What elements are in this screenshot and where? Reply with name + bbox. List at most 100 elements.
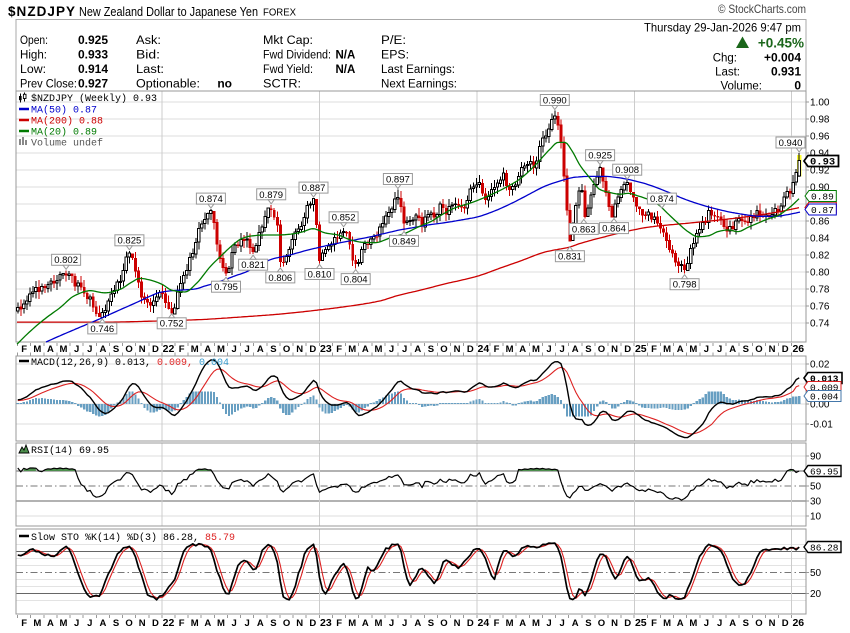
svg-text:High:: High: — [20, 50, 47, 62]
svg-text:M: M — [506, 344, 514, 355]
svg-text:O: O — [755, 618, 762, 629]
svg-text:0.90: 0.90 — [810, 183, 830, 194]
svg-text:SCTR:: SCTR: — [263, 79, 301, 91]
svg-text:F: F — [651, 618, 657, 629]
svg-text:S: S — [585, 618, 591, 629]
svg-text:Volume:: Volume: — [720, 81, 762, 93]
svg-text:M: M — [60, 344, 68, 355]
svg-text:0.86: 0.86 — [810, 217, 830, 228]
svg-text:M: M — [191, 344, 199, 355]
svg-text:J: J — [231, 344, 236, 355]
svg-text:86.28: 86.28 — [810, 542, 839, 553]
svg-text:M: M — [506, 618, 514, 629]
svg-text:D: D — [152, 618, 159, 629]
svg-text:J: J — [402, 618, 407, 629]
svg-text:N: N — [611, 618, 618, 629]
svg-text:A: A — [99, 618, 106, 629]
svg-text:0.864: 0.864 — [602, 224, 626, 235]
svg-text:Optionable:: Optionable: — [136, 79, 200, 91]
svg-text:0.84: 0.84 — [810, 234, 830, 245]
svg-text:A: A — [414, 344, 421, 355]
svg-text:0.874: 0.874 — [650, 194, 674, 205]
svg-text:J: J — [402, 344, 407, 355]
svg-text:A: A — [729, 344, 736, 355]
svg-text:MA(200) 0.88: MA(200) 0.88 — [31, 116, 103, 128]
svg-text:23: 23 — [320, 617, 332, 629]
svg-text:J: J — [245, 618, 250, 629]
svg-text:S: S — [428, 344, 434, 355]
svg-text:D: D — [782, 344, 789, 355]
svg-text:0.76: 0.76 — [810, 302, 830, 313]
svg-text:0.87: 0.87 — [811, 205, 834, 216]
svg-text:Next Earnings:: Next Earnings: — [381, 79, 457, 91]
svg-text:24: 24 — [478, 617, 490, 629]
svg-text:0.93: 0.93 — [810, 156, 835, 168]
svg-text:O: O — [598, 618, 605, 629]
svg-text:P/E:: P/E: — [381, 35, 406, 47]
svg-text:J: J — [717, 344, 722, 355]
svg-text:F: F — [651, 344, 657, 355]
svg-text:A: A — [677, 344, 684, 355]
svg-text:MA(50) 0.87: MA(50) 0.87 — [31, 105, 97, 117]
svg-text:0.831: 0.831 — [558, 252, 582, 263]
svg-text:0.96: 0.96 — [810, 132, 830, 143]
svg-text:Last:: Last: — [136, 64, 164, 76]
svg-text:S: S — [585, 344, 591, 355]
svg-text:J: J — [87, 618, 92, 629]
svg-text:O: O — [440, 618, 447, 629]
svg-text:O: O — [283, 344, 290, 355]
svg-text:F: F — [21, 344, 27, 355]
svg-text:J: J — [389, 618, 394, 629]
svg-text:M: M — [33, 618, 41, 629]
svg-text:M: M — [532, 618, 540, 629]
svg-text:O: O — [125, 344, 132, 355]
svg-text:50: 50 — [810, 568, 822, 579]
svg-text:0.825: 0.825 — [118, 236, 142, 247]
svg-text:N: N — [769, 344, 776, 355]
svg-text:0.925: 0.925 — [588, 151, 612, 162]
svg-text:30: 30 — [810, 497, 822, 508]
svg-text:J: J — [231, 618, 236, 629]
svg-text:J: J — [74, 344, 79, 355]
svg-text:N: N — [769, 618, 776, 629]
svg-text:25: 25 — [635, 343, 647, 355]
svg-text:0.80: 0.80 — [810, 268, 830, 279]
svg-text:J: J — [559, 618, 564, 629]
svg-text:M: M — [374, 344, 382, 355]
svg-text:0.897: 0.897 — [386, 174, 410, 185]
svg-text:FOREX: FOREX — [263, 7, 296, 19]
svg-text:A: A — [47, 344, 54, 355]
svg-text:MA(20) 0.89: MA(20) 0.89 — [31, 127, 97, 139]
svg-text:0.806: 0.806 — [268, 273, 292, 284]
svg-text:0.92: 0.92 — [810, 166, 830, 177]
svg-text:A: A — [362, 344, 369, 355]
svg-text:90: 90 — [810, 452, 822, 463]
svg-text:22: 22 — [163, 343, 175, 355]
svg-text:D: D — [624, 618, 631, 629]
svg-text:A: A — [362, 618, 369, 629]
svg-text:Mkt Cap:: Mkt Cap: — [263, 35, 313, 47]
svg-text:M: M — [374, 618, 382, 629]
svg-text:85.79: 85.79 — [205, 533, 235, 544]
svg-text:A: A — [204, 344, 211, 355]
svg-text:0.852: 0.852 — [332, 213, 356, 224]
svg-text:Fwd Dividend:: Fwd Dividend: — [263, 50, 331, 62]
svg-text:0.004: 0.004 — [810, 391, 839, 402]
svg-text:Thursday 29-Jan-2026 9:47 pm: Thursday 29-Jan-2026 9:47 pm — [644, 21, 801, 35]
svg-text:Low:: Low: — [20, 64, 46, 76]
svg-text:$NZDJPY: $NZDJPY — [8, 4, 75, 19]
svg-text:0.89: 0.89 — [811, 191, 834, 202]
svg-text:0.887: 0.887 — [302, 183, 326, 194]
svg-text:D: D — [309, 618, 316, 629]
svg-text:D: D — [467, 344, 474, 355]
svg-text:N: N — [454, 344, 461, 355]
svg-text:0.874: 0.874 — [199, 194, 223, 205]
svg-text:M: M — [348, 618, 356, 629]
svg-text:0.798: 0.798 — [673, 280, 697, 291]
svg-text:+0.45%: +0.45% — [758, 36, 804, 51]
svg-text:0.908: 0.908 — [615, 165, 639, 176]
svg-text:D: D — [782, 618, 789, 629]
svg-text:J: J — [74, 618, 79, 629]
svg-text:0: 0 — [794, 79, 801, 93]
svg-text:Bid:: Bid: — [136, 50, 160, 62]
